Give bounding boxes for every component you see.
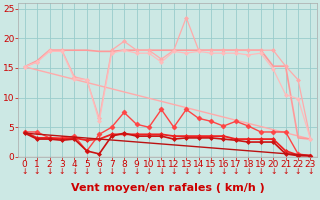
Text: ↓: ↓: [84, 167, 90, 176]
Text: ↓: ↓: [307, 167, 314, 176]
Text: ↓: ↓: [121, 167, 127, 176]
Text: ↓: ↓: [183, 167, 189, 176]
Text: ↓: ↓: [196, 167, 202, 176]
Text: ↓: ↓: [108, 167, 115, 176]
Text: ↓: ↓: [96, 167, 102, 176]
Text: ↓: ↓: [208, 167, 214, 176]
Text: ↓: ↓: [295, 167, 301, 176]
Text: ↓: ↓: [59, 167, 65, 176]
Text: ↓: ↓: [233, 167, 239, 176]
Text: ↓: ↓: [46, 167, 53, 176]
Text: ↓: ↓: [71, 167, 77, 176]
Text: ↓: ↓: [133, 167, 140, 176]
Text: ↓: ↓: [245, 167, 252, 176]
Text: ↓: ↓: [146, 167, 152, 176]
Text: ↓: ↓: [158, 167, 164, 176]
Text: ↓: ↓: [270, 167, 276, 176]
X-axis label: Vent moyen/en rafales ( km/h ): Vent moyen/en rafales ( km/h ): [71, 183, 264, 193]
Text: ↓: ↓: [21, 167, 28, 176]
Text: ↓: ↓: [258, 167, 264, 176]
Text: ↓: ↓: [220, 167, 227, 176]
Text: ↓: ↓: [283, 167, 289, 176]
Text: ↓: ↓: [34, 167, 40, 176]
Text: ↓: ↓: [171, 167, 177, 176]
